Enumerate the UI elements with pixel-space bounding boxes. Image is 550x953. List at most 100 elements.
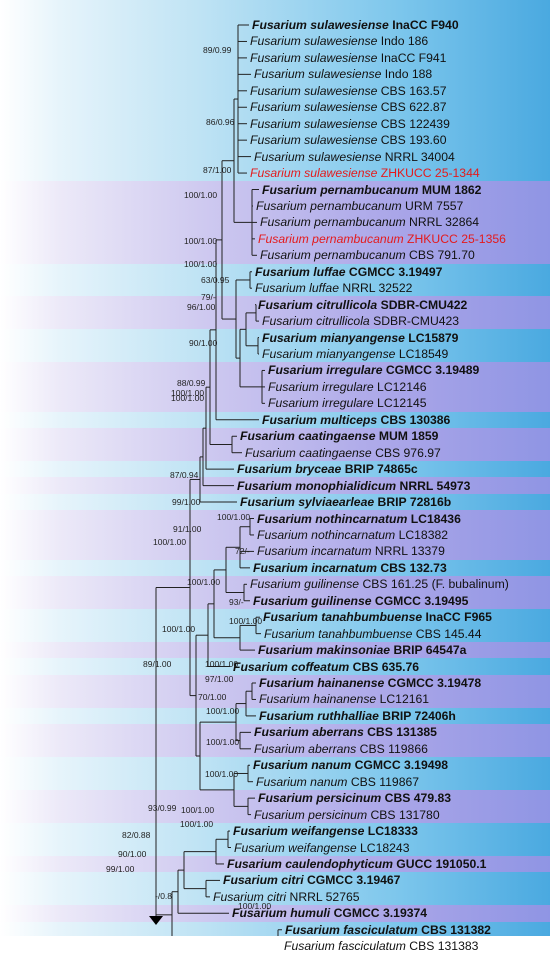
taxon-label: Fusarium aberrans CBS 119866	[254, 742, 428, 756]
taxon-label: Fusarium ruthhalliae BRIP 72406h	[259, 709, 456, 723]
species-name: Fusarium sulawesiense	[250, 100, 378, 115]
species-name: Fusarium citri	[223, 873, 304, 888]
clade-band	[0, 329, 550, 363]
root-arrow-icon	[149, 916, 163, 925]
taxon-label: Fusarium mianyangense LC18549	[262, 347, 448, 361]
strain-id: CGMCC 3.19489	[382, 363, 480, 378]
taxon-label: Fusarium sulawesiense CBS 163.57	[250, 84, 446, 98]
species-name: Fusarium sulawesiense	[252, 18, 389, 32]
species-name: Fusarium sulawesiense	[250, 34, 378, 49]
species-name: Fusarium aberrans	[254, 725, 364, 740]
taxon-label: Fusarium citri NRRL 52765	[213, 890, 360, 904]
taxon-label: Fusarium citri CGMCC 3.19467	[223, 873, 400, 887]
strain-id: BRIP 64547a	[390, 643, 467, 658]
species-name: Fusarium mianyangense	[262, 330, 405, 345]
taxon-label: Fusarium sulawesiense CBS 122439	[250, 117, 450, 131]
taxon-label: Fusarium nothincarnatum LC18436	[257, 512, 461, 526]
strain-id: CBS 976.97	[371, 445, 441, 460]
taxon-label: Fusarium weifangense LC18243	[234, 841, 409, 855]
clade-band	[0, 576, 550, 609]
taxon-label: Fusarium coffeatum CBS 635.76	[233, 660, 419, 674]
clade-band	[0, 263, 550, 297]
strain-id: BRIP 72816b	[374, 495, 452, 510]
support-value: 70/1.00	[198, 692, 227, 702]
support-value: 100/1.00	[171, 388, 205, 398]
strain-id: LC18333	[364, 824, 418, 839]
species-name: Fusarium makinsoniae	[258, 643, 391, 658]
species-name: Fusarium pernambucanum	[260, 248, 406, 263]
species-name: Fusarium persicinum	[258, 791, 382, 806]
species-name: Fusarium sylviaearleae	[240, 495, 375, 510]
clade-band	[0, 855, 550, 873]
species-name: Fusarium aberrans	[254, 741, 357, 756]
species-name: Fusarium fasciculatum	[285, 922, 418, 937]
clade-band	[0, 428, 550, 461]
strain-id: SDBR-CMU423	[369, 314, 460, 329]
clade-band	[0, 757, 550, 790]
species-name: Fusarium incarnatum	[253, 560, 377, 575]
strain-id: CBS 119867	[347, 774, 420, 789]
clade-band	[0, 181, 550, 264]
taxon-label: Fusarium irregulare CGMCC 3.19489	[268, 363, 479, 377]
support-value: 97/1.00	[205, 674, 234, 684]
clade-band	[0, 789, 550, 823]
clade-band	[0, 921, 550, 936]
species-name: Fusarium multiceps	[262, 412, 378, 427]
species-name: Fusarium pernambucanum	[262, 182, 419, 197]
strain-id: BRIP 72406h	[378, 708, 456, 723]
support-value: 89/1.00	[143, 659, 172, 669]
species-name: Fusarium monophialidicum	[237, 478, 397, 493]
clade-band	[0, 641, 550, 659]
species-name: Fusarium guilinense	[253, 593, 372, 608]
strain-id: CGMCC 3.19495	[371, 593, 469, 608]
support-value: 100/1.00	[238, 901, 272, 911]
species-name: Fusarium tanahbumbuense	[263, 610, 423, 625]
taxon-label: Fusarium multiceps CBS 130386	[262, 413, 450, 427]
species-name: Fusarium sulawesiense	[250, 166, 378, 181]
strain-id: LC18549	[395, 347, 449, 361]
species-name: Fusarium nanum	[256, 774, 348, 789]
taxon-label: Fusarium sulawesiense CBS 622.87	[250, 100, 446, 114]
taxon-label: Fusarium fasciculatum CBS 131382	[285, 923, 491, 937]
support-value: 100/1.00	[205, 769, 239, 779]
species-name: Fusarium pernambucanum	[256, 198, 402, 213]
taxon-label: Fusarium mianyangense LC15879	[262, 331, 458, 345]
taxon-label: Fusarium guilinense CBS 161.25 (F. bubal…	[250, 577, 509, 591]
support-value: 100/1.00	[184, 190, 218, 200]
support-value: 100/1.00	[171, 393, 205, 403]
strain-id: InaCC F940	[388, 18, 459, 32]
taxon-label: Fusarium persicinum CBS 131780	[254, 808, 440, 822]
taxon-label: Fusarium sulawesiense Indo 188	[254, 67, 432, 81]
clade-band	[0, 510, 550, 560]
clade-band	[0, 362, 550, 412]
taxon-label: Fusarium caatingaense MUM 1859	[240, 429, 438, 443]
strain-id: NRRL 32522	[339, 281, 413, 296]
taxon-label: Fusarium caatingaense CBS 976.97	[245, 446, 441, 460]
strain-id: CBS 791.70	[405, 248, 475, 263]
taxon-label: Fusarium persicinum CBS 479.83	[258, 791, 451, 805]
strain-id: CGMCC 3.19374	[330, 906, 428, 921]
strain-id: LC15879	[404, 330, 459, 345]
strain-id: Indo 186	[377, 34, 429, 49]
taxon-label: Fusarium pernambucanum NRRL 32864	[260, 215, 479, 229]
strain-id: CBS 131385	[363, 725, 437, 740]
strain-id: MUM 1862	[418, 182, 482, 197]
support-value: 100/1.00	[181, 805, 215, 815]
clade-band	[0, 608, 550, 642]
taxon-label: Fusarium tanahbumbuense InaCC F965	[263, 610, 492, 624]
strain-id: CGMCC 3.19497	[345, 264, 443, 279]
support-value: 100/1.00	[184, 236, 218, 246]
clade-band	[0, 559, 550, 577]
support-value: 100/1.00	[217, 512, 251, 522]
species-name: Fusarium weifangense	[234, 840, 357, 855]
taxon-label: Fusarium incarnatum CBS 132.73	[253, 561, 447, 575]
strain-id: ZHKUCC 25-1356	[403, 231, 506, 246]
clade-band	[0, 477, 550, 494]
species-name: Fusarium mianyangense	[262, 347, 396, 361]
strain-id: CGMCC 3.19498	[351, 758, 449, 773]
species-name: Fusarium irregulare	[268, 363, 383, 378]
strain-id: Indo 188	[381, 67, 433, 82]
support-value: 93/-	[229, 597, 244, 607]
